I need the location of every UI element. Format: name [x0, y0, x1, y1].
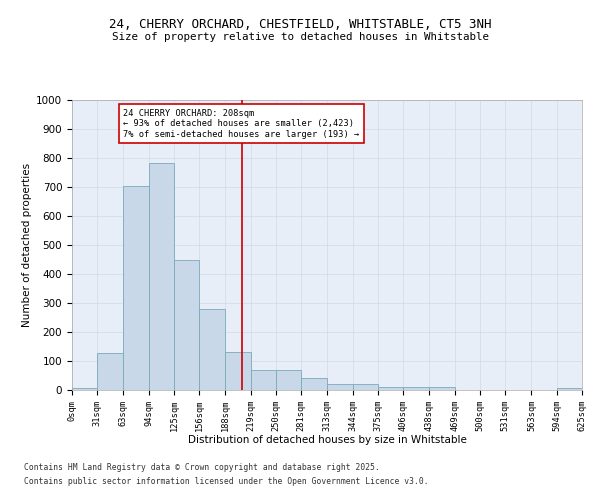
Y-axis label: Number of detached properties: Number of detached properties — [22, 163, 32, 327]
Bar — [124, 186, 149, 390]
Text: Size of property relative to detached houses in Whitstable: Size of property relative to detached ho… — [112, 32, 488, 42]
Bar — [378, 387, 403, 390]
Bar — [149, 163, 174, 390]
Bar — [403, 387, 430, 390]
Text: 24 CHERRY ORCHARD: 208sqm
← 93% of detached houses are smaller (2,423)
7% of sem: 24 CHERRY ORCHARD: 208sqm ← 93% of detac… — [124, 108, 359, 138]
Bar — [328, 384, 353, 390]
X-axis label: Distribution of detached houses by size in Whitstable: Distribution of detached houses by size … — [188, 436, 466, 446]
Bar — [226, 352, 251, 390]
Bar — [72, 388, 97, 390]
Bar — [251, 370, 276, 390]
Bar — [276, 370, 301, 390]
Bar — [430, 387, 455, 390]
Text: 24, CHERRY ORCHARD, CHESTFIELD, WHITSTABLE, CT5 3NH: 24, CHERRY ORCHARD, CHESTFIELD, WHITSTAB… — [109, 18, 491, 30]
Bar — [97, 353, 124, 390]
Bar — [199, 310, 226, 390]
Bar — [353, 384, 378, 390]
Text: Contains public sector information licensed under the Open Government Licence v3: Contains public sector information licen… — [24, 478, 428, 486]
Bar — [557, 388, 582, 390]
Bar — [174, 260, 199, 390]
Bar — [301, 378, 328, 390]
Text: Contains HM Land Registry data © Crown copyright and database right 2025.: Contains HM Land Registry data © Crown c… — [24, 462, 380, 471]
